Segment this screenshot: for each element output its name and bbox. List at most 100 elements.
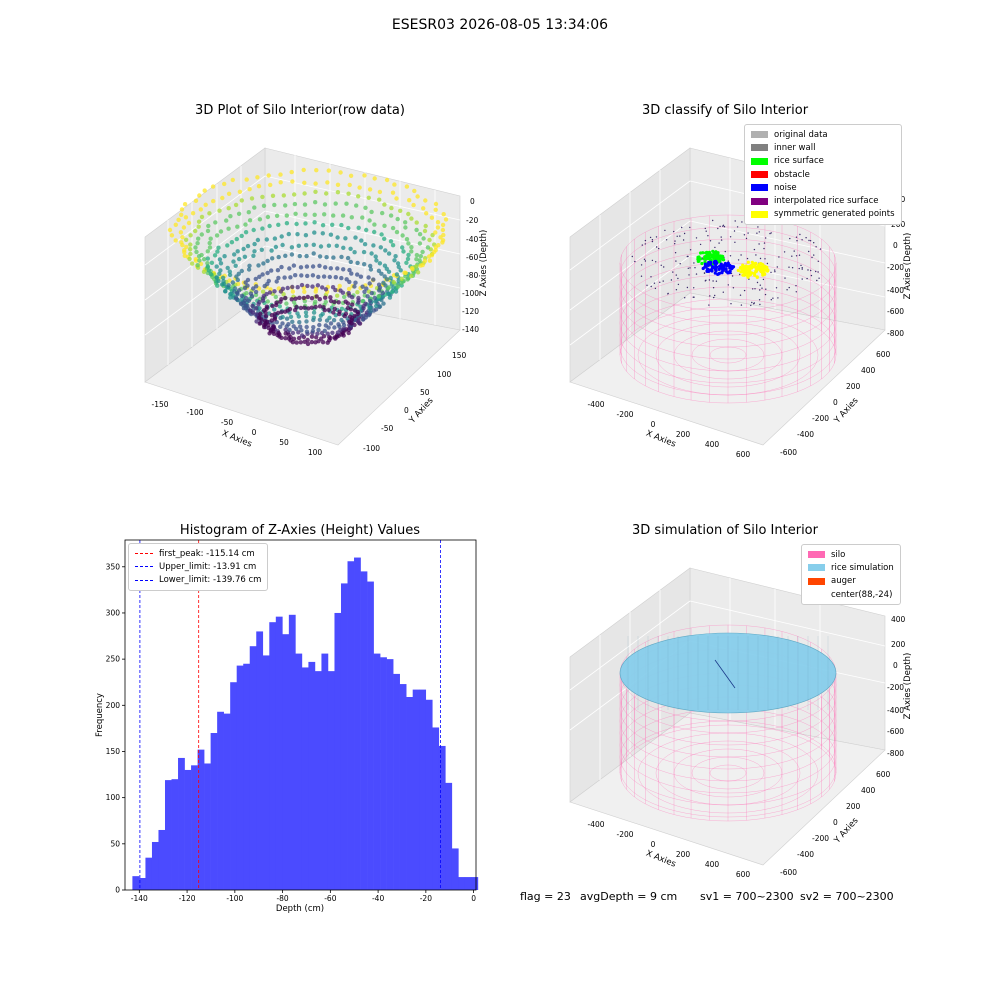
scatter-point (315, 283, 321, 288)
scatter-point (197, 258, 202, 263)
scatter-point (305, 294, 310, 300)
scatter-point (309, 339, 314, 345)
histogram-ytick-label: 300 (106, 608, 121, 617)
interpolated-point (705, 279, 707, 281)
interpolated-point (817, 271, 819, 273)
histogram-bar (471, 877, 479, 890)
scatter-point (245, 243, 251, 249)
scatter-point (403, 225, 408, 230)
scatter-point (356, 320, 362, 326)
scatter-point (293, 211, 298, 216)
scatter-point (313, 200, 318, 205)
scatter-point (286, 336, 292, 341)
scatter-point (304, 264, 310, 269)
interpolated-point (746, 257, 749, 260)
scatter-point (314, 335, 319, 340)
scatter-point (245, 283, 250, 288)
scatter-point (302, 202, 308, 207)
interpolated-point (729, 255, 732, 257)
scatter-point (317, 263, 322, 268)
scatter-point (207, 245, 213, 250)
scatter-point (440, 227, 446, 233)
scatter-point (205, 256, 210, 261)
histogram-bar (243, 663, 251, 890)
legend-item: interpolated rice surface (751, 194, 895, 207)
scatter-point (233, 202, 239, 208)
scatter-point (352, 250, 357, 255)
avg-depth-text: avgDepth = 9 cm (580, 890, 678, 903)
interpolated-point (810, 269, 812, 272)
classified-point (713, 257, 717, 261)
scatter-point (196, 224, 201, 229)
interpolated-point (670, 279, 673, 281)
scatter-point (275, 268, 281, 273)
silo-floor-ring (619, 724, 837, 822)
interpolated-point (723, 226, 726, 228)
scatter-point (314, 168, 319, 173)
scatter-point (338, 170, 343, 175)
scatter-point (312, 230, 317, 235)
scatter-point (276, 254, 281, 260)
legend-item: Lower_limit: -139.76 cm (135, 574, 261, 587)
interpolated-point (784, 277, 786, 279)
interpolated-point (777, 297, 779, 299)
scatter-point (195, 263, 200, 268)
scatter-point (362, 262, 367, 267)
p1-ztick: -140 (462, 325, 479, 334)
histogram-bar (451, 848, 459, 890)
interpolated-point (644, 243, 646, 245)
classified-point (749, 271, 754, 275)
p4-ytick: -200 (812, 834, 829, 843)
histogram-ytick-label: 250 (106, 655, 121, 664)
interpolated-point (734, 241, 736, 243)
interpolated-point (786, 289, 788, 291)
scatter-point (265, 270, 270, 276)
scatter-point (395, 216, 400, 222)
scatter-point (181, 225, 187, 230)
scatter-point (304, 253, 309, 259)
p1-zlabel: Z Axies (Depth) (479, 230, 489, 297)
legend-item: noise (751, 181, 895, 194)
interpolated-point (756, 232, 758, 234)
scatter-point (374, 258, 379, 263)
scatter-point (335, 330, 341, 335)
interpolated-point (731, 275, 734, 277)
scatter-point (283, 331, 288, 336)
scatter-point (190, 211, 196, 216)
scatter-point (400, 233, 405, 238)
classified-point (752, 265, 757, 269)
scatter-point (188, 251, 193, 257)
scatter-point (343, 236, 348, 241)
scatter-point (297, 320, 302, 325)
histogram-bar (360, 571, 368, 890)
scatter-point (202, 257, 207, 262)
scatter-point (333, 287, 338, 293)
interpolated-point (703, 272, 706, 274)
interpolated-point (788, 266, 790, 268)
legend-swatch (751, 131, 768, 139)
interpolated-point (755, 254, 757, 256)
scatter-point (415, 194, 420, 199)
scatter-point (367, 218, 372, 223)
scatter-point (380, 290, 386, 296)
scatter-point (279, 297, 284, 302)
interpolated-point (708, 279, 711, 281)
scatter-point (178, 230, 184, 235)
interpolated-point (654, 287, 657, 290)
classified-point (716, 252, 720, 256)
interpolated-point (719, 225, 721, 228)
scatter-point (289, 252, 295, 257)
scatter-point (231, 259, 236, 264)
scatter-point (323, 323, 328, 328)
scatter-point (228, 295, 233, 300)
interpolated-point (745, 237, 748, 240)
scatter-point (367, 281, 372, 286)
scatter-point (404, 237, 410, 242)
scatter-point (333, 201, 338, 206)
legend-swatch (751, 184, 768, 192)
interpolated-point (774, 271, 776, 273)
scatter-point (229, 240, 235, 245)
legend-label: symmetric generated points (774, 209, 895, 220)
classified-point (714, 260, 718, 264)
